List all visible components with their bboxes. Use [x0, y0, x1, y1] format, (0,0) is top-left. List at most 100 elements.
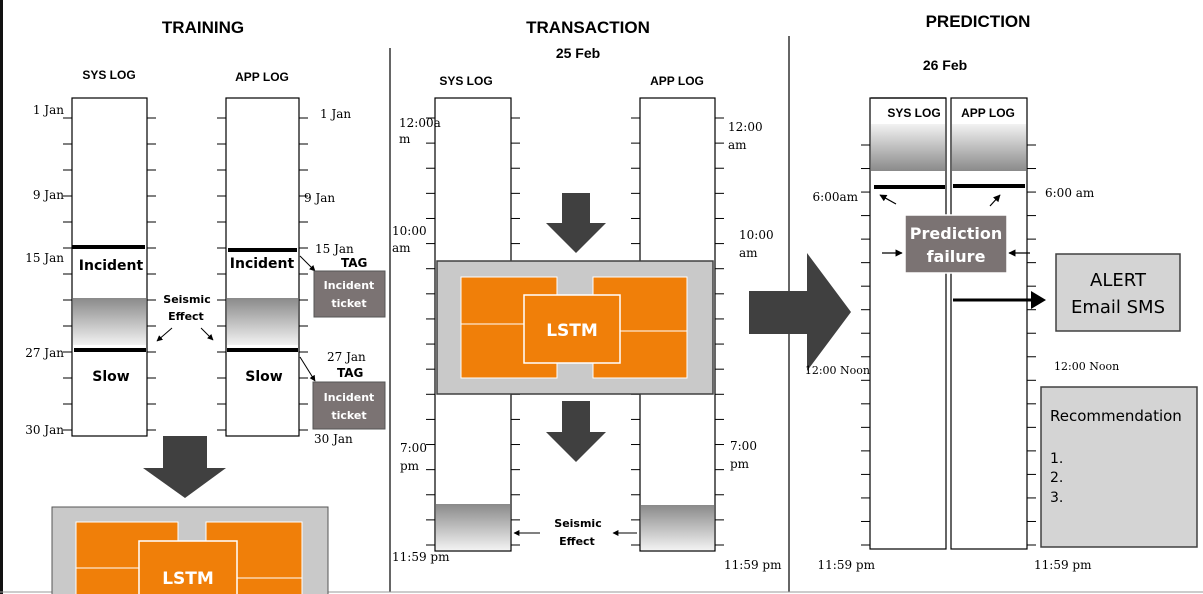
training-title: TRAINING: [162, 18, 244, 37]
prediction-sys-shade: [871, 124, 945, 171]
training-tag-arrow-2: [299, 356, 316, 382]
tick-marks: [63, 117, 72, 431]
transaction-lstm-label: LSTM: [546, 321, 598, 341]
training-sys-log-label: SYS LOG: [82, 68, 135, 82]
prediction-date: 26 Feb: [923, 57, 967, 73]
transaction-left-time-1b: am: [392, 241, 411, 255]
transaction-date: 25 Feb: [556, 45, 600, 61]
transaction-app-log-label: APP LOG: [650, 74, 704, 88]
tick-marks: [147, 117, 156, 431]
transaction-right-time-0b: am: [728, 138, 747, 152]
prediction-left-time-0: 6:00am: [813, 190, 859, 204]
transaction-right-time-1b: am: [739, 246, 758, 260]
training-app-log-column: [225, 97, 300, 437]
transaction-left-time-0a: 12:00a: [399, 116, 441, 130]
training-ticket-2-line-2: ticket: [331, 409, 366, 422]
prediction-app-shade: [952, 124, 1026, 171]
prediction-failure-box: [904, 214, 1008, 274]
training-sys-slow-label: Slow: [92, 369, 130, 385]
training-app-seismic-shade: [227, 298, 298, 345]
prediction-sys-log-label: SYS LOG: [887, 106, 940, 120]
transaction-title: TRANSACTION: [526, 18, 650, 37]
transaction-section: TRANSACTION 25 Feb SYS LOG APP LOG 12:00…: [392, 18, 782, 572]
training-app-date-3: 27 Jan: [327, 350, 366, 364]
training-sys-date-3: 27 Jan: [25, 346, 64, 360]
recommendation-item-1: 1.: [1050, 451, 1063, 467]
transaction-sys-seismic-shade: [436, 504, 510, 550]
training-seismic-label-1: Seismic: [163, 293, 210, 306]
transaction-left-time-2b: pm: [400, 459, 420, 473]
training-ticket-2-line-1: Incident: [324, 391, 375, 404]
recommendation-title: Recommendation: [1050, 407, 1182, 425]
training-app-date-0: 1 Jan: [320, 107, 351, 121]
prediction-failure-line-2: failure: [927, 247, 986, 266]
transaction-sys-log-label: SYS LOG: [439, 74, 492, 88]
transaction-to-prediction-arrow-icon: [749, 253, 851, 371]
transaction-down-arrow-bottom-icon: [546, 401, 606, 462]
training-app-date-4: 30 Jan: [314, 432, 353, 446]
training-sys-date-0: 1 Jan: [33, 103, 64, 117]
training-sys-date-2: 15 Jan: [25, 251, 64, 265]
prediction-left-time-2: 11:59 pm: [818, 558, 876, 572]
prediction-app-log-column: [950, 97, 1028, 550]
training-lstm-block-center: [138, 540, 238, 594]
prediction-failure-line-1: Prediction: [910, 224, 1002, 243]
transaction-right-time-0a: 12:00: [728, 120, 763, 134]
training-seismic-label-2: Effect: [168, 310, 204, 323]
training-app-date-2: 15 Jan: [315, 242, 354, 256]
recommendation-box: [1040, 386, 1198, 548]
transaction-seismic-label-2: Effect: [559, 535, 595, 548]
training-tag-1: TAG: [341, 256, 367, 270]
training-sys-date-4: 30 Jan: [25, 423, 64, 437]
training-ticket-box-2: [312, 381, 386, 430]
training-tag-arrow-1: [299, 255, 316, 272]
recommendation-item-3: 3.: [1050, 490, 1063, 506]
prediction-right-time-2: 11:59 pm: [1034, 558, 1092, 572]
prediction-right-time-0: 6:00 am: [1045, 186, 1095, 200]
transaction-right-time-2b: pm: [730, 457, 750, 471]
prediction-right-time-1: 12:00 Noon: [1054, 360, 1119, 373]
transaction-lstm-block-center: [523, 294, 621, 364]
training-app-log-label: APP LOG: [235, 70, 289, 84]
training-app-slow-label: Slow: [245, 369, 283, 385]
training-sys-log-column: [71, 97, 148, 437]
training-down-arrow-icon: [143, 436, 226, 498]
prediction-title: PREDICTION: [926, 12, 1031, 31]
transaction-right-time-1a: 10:00: [739, 228, 774, 242]
transaction-app-seismic-shade: [641, 505, 714, 550]
transaction-down-arrow-top-icon: [546, 193, 606, 253]
alert-subtitle: Email SMS: [1071, 297, 1165, 318]
training-seismic-arrow-left: [156, 327, 173, 342]
training-lstm-label: LSTM: [162, 569, 214, 589]
window-edge: [0, 0, 3, 594]
training-sys-date-1: 9 Jan: [33, 188, 64, 202]
prediction-failure-arrow-app: [989, 194, 1001, 207]
transaction-left-time-2a: 7:00: [400, 441, 427, 455]
transaction-left-time-1a: 10:00: [392, 224, 427, 238]
prediction-section: PREDICTION 26 Feb SYS LOG APP LOG 6:00am…: [805, 12, 1198, 572]
training-ticket-1-line-2: ticket: [331, 297, 366, 310]
tick-marks: [426, 117, 435, 546]
transaction-right-time-2a: 7:00: [730, 439, 757, 453]
transaction-left-time-0b: m: [399, 132, 411, 146]
training-app-incident-label: Incident: [230, 256, 295, 272]
tick-marks: [1027, 144, 1036, 546]
alert-title: ALERT: [1090, 270, 1147, 291]
alert-box: [1055, 253, 1181, 332]
tick-marks: [715, 117, 724, 546]
prediction-failure-arrow-sys: [879, 194, 897, 205]
prediction-left-time-1: 12:00 Noon: [805, 364, 870, 377]
tick-marks: [299, 117, 308, 431]
transaction-seismic-label-1: Seismic: [554, 517, 601, 530]
training-sys-incident-label: Incident: [79, 258, 144, 274]
transaction-left-time-3: 11:59 pm: [392, 550, 450, 564]
prediction-alert-arrowhead-icon: [1031, 291, 1046, 309]
training-ticket-1-line-1: Incident: [324, 279, 375, 292]
recommendation-item-2: 2.: [1050, 470, 1063, 486]
training-app-date-1: 9 Jan: [304, 191, 335, 205]
transaction-right-time-3: 11:59 pm: [724, 558, 782, 572]
training-seismic-arrow-right: [200, 327, 214, 341]
training-tag-2: TAG: [337, 366, 363, 380]
tick-marks: [217, 117, 226, 431]
